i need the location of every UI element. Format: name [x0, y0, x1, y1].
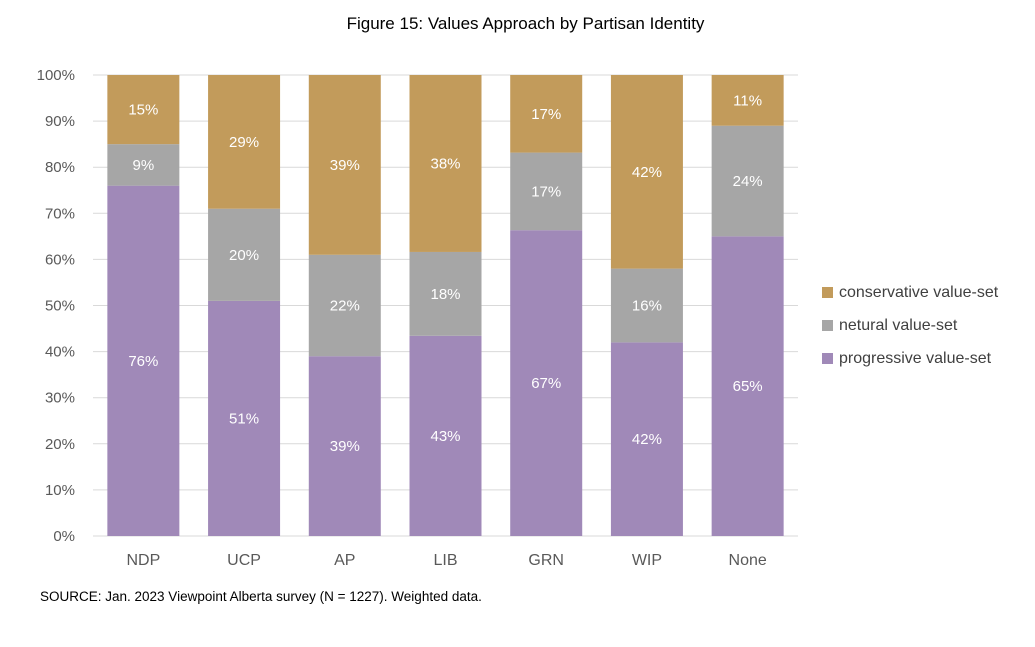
data-label: 39%: [330, 157, 360, 174]
data-label: 43%: [430, 428, 460, 445]
bar-segment: [409, 335, 482, 536]
y-tick-label: 50%: [45, 298, 75, 315]
chart-title: Figure 15: Values Approach by Partisan I…: [346, 14, 705, 33]
legend-label: progressive value-set: [839, 349, 992, 367]
y-tick-label: 70%: [45, 205, 75, 222]
data-label: 17%: [531, 106, 561, 123]
legend-swatch: [822, 353, 833, 364]
data-labels: 76% 9% 15% 51% 20% 29% 39% 22% 39% 43% 18% 38% 67% 17…: [128, 92, 762, 455]
data-label: 17%: [531, 183, 561, 200]
bar-segment: [610, 268, 683, 343]
data-label: 38%: [430, 155, 460, 172]
data-label: 24%: [733, 173, 763, 190]
y-tick-label: 40%: [45, 344, 75, 361]
x-category-label: NDP: [126, 552, 160, 569]
bar-segment: [711, 75, 784, 126]
data-label: 51%: [229, 410, 259, 427]
y-tick-label: 90%: [45, 113, 75, 130]
y-tick-label: 10%: [45, 482, 75, 499]
bar-segment: [107, 185, 180, 536]
data-label: 22%: [330, 298, 360, 315]
data-label: 29%: [229, 134, 259, 151]
x-category-label: GRN: [528, 552, 564, 569]
bar-segment: [308, 75, 381, 255]
bar-segment: [308, 356, 381, 536]
legend: conservative value-set netural value-set p…: [822, 276, 998, 375]
y-tick-label: 100%: [37, 67, 75, 84]
legend-label: conservative value-set: [839, 283, 999, 301]
data-label: 9%: [133, 157, 155, 174]
y-tick-label: 0%: [53, 528, 75, 545]
bar-segment: [610, 342, 683, 536]
bar-segment: [610, 75, 683, 269]
x-category-label: AP: [334, 552, 355, 569]
y-axis-ticks: 0% 10% 20% 30% 40% 50% 60% 70% 80% 90% 100%: [37, 67, 75, 545]
y-tick-label: 20%: [45, 436, 75, 453]
data-label: 42%: [632, 431, 662, 448]
legend-item: netural value-set: [822, 309, 998, 342]
data-label: 11%: [733, 92, 762, 109]
data-label: 76%: [128, 353, 158, 370]
data-label: 65%: [733, 378, 763, 395]
bar-segment: [711, 125, 784, 237]
bar-segment: [510, 75, 583, 153]
legend-item: progressive value-set: [822, 342, 998, 375]
bar-segment: [308, 254, 381, 357]
bar-segment: [510, 152, 583, 231]
data-label: 15%: [128, 102, 158, 119]
data-label: 67%: [531, 375, 561, 392]
x-axis-categories: NDP UCP AP LIB GRN WIP None: [126, 552, 766, 569]
bar-segment: [510, 230, 583, 537]
bar-segment: [208, 300, 281, 536]
bar-segment: [208, 208, 281, 301]
bar-segment: [208, 75, 281, 209]
legend-item: conservative value-set: [822, 276, 998, 309]
legend-swatch: [822, 320, 833, 331]
legend-swatch: [822, 287, 833, 298]
bars: [107, 75, 784, 537]
bar-segment: [107, 75, 180, 145]
source-note: SOURCE: Jan. 2023 Viewpoint Alberta surv…: [40, 589, 482, 604]
data-label: 20%: [229, 247, 259, 264]
bar-segment: [711, 236, 784, 536]
data-label: 42%: [632, 164, 662, 181]
data-label: 16%: [632, 298, 662, 315]
data-label: 18%: [430, 286, 460, 303]
y-tick-label: 60%: [45, 251, 75, 268]
x-category-label: UCP: [227, 552, 261, 569]
bar-segment: [409, 251, 482, 336]
y-tick-label: 80%: [45, 159, 75, 176]
bar-segment: [409, 75, 482, 252]
data-label: 39%: [330, 438, 360, 455]
bar-segment: [107, 144, 180, 186]
y-tick-label: 30%: [45, 390, 75, 407]
x-category-label: WIP: [632, 552, 662, 569]
x-category-label: None: [729, 552, 767, 569]
legend-label: netural value-set: [839, 316, 958, 334]
x-category-label: LIB: [433, 552, 457, 569]
